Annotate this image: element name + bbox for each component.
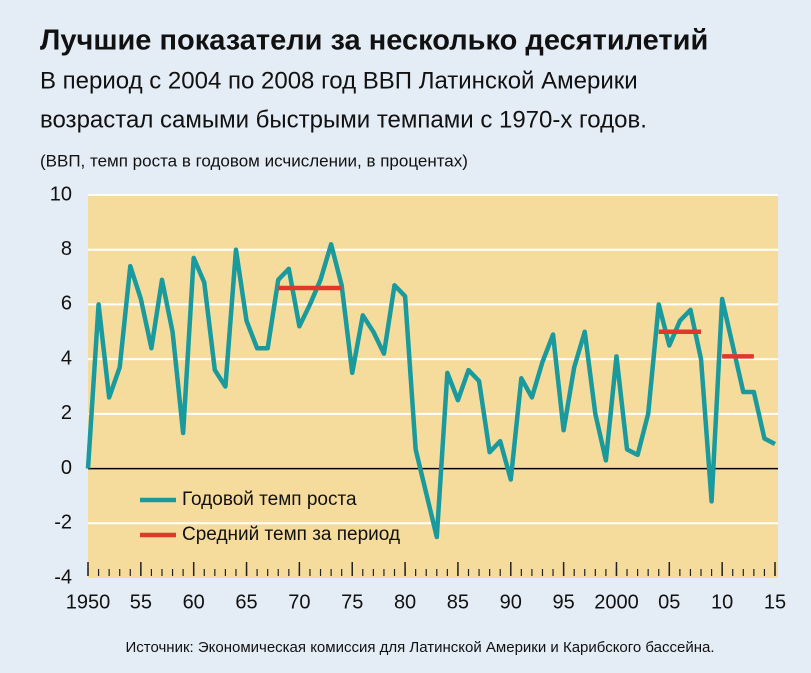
subtitle: возрастал самыми быстрыми темпами с 1970… — [40, 106, 647, 133]
source: Источник: Экономическая комиссия для Лат… — [125, 639, 714, 656]
y-tick-label: -4 — [54, 566, 72, 588]
legend-label: Средний темп за период — [182, 524, 400, 545]
x-tick-label: 85 — [447, 591, 469, 613]
axis-label: (ВВП, темп роста в годовом исчислении, в… — [40, 151, 468, 170]
line — [85, 241, 777, 540]
y-tick-label: 6 — [61, 293, 72, 315]
x-tick-label: 70 — [288, 591, 310, 613]
x-tick-label: 1950 — [66, 591, 111, 613]
x-tick-label: 75 — [341, 591, 363, 613]
y-tick-label: 10 — [50, 183, 72, 205]
x-tick-label: 55 — [130, 591, 152, 613]
x-tick-label: 95 — [552, 591, 574, 613]
x-tick-label: 2000 — [594, 591, 639, 613]
x-tick-label: 90 — [500, 591, 522, 613]
y-tick-label: 0 — [61, 457, 72, 479]
legend-label: Годовой темп роста — [182, 489, 357, 510]
x-tick-label: 10 — [711, 591, 733, 613]
y-tick-label: 2 — [61, 402, 72, 424]
x-tick-label: 60 — [183, 591, 205, 613]
y-tick-label: 8 — [61, 238, 72, 260]
chart-title: Лучшие показатели за несколько десятилет… — [40, 25, 708, 57]
x-tick-label: 05 — [658, 591, 680, 613]
y-tick-label: -2 — [54, 512, 72, 534]
x-tick-label: 80 — [394, 591, 416, 613]
subtitle: В период с 2004 по 2008 год ВВП Латинско… — [40, 67, 638, 94]
y-tick-label: 4 — [61, 347, 72, 369]
x-tick-label: 15 — [764, 591, 786, 613]
x-tick-label: 65 — [235, 591, 257, 613]
